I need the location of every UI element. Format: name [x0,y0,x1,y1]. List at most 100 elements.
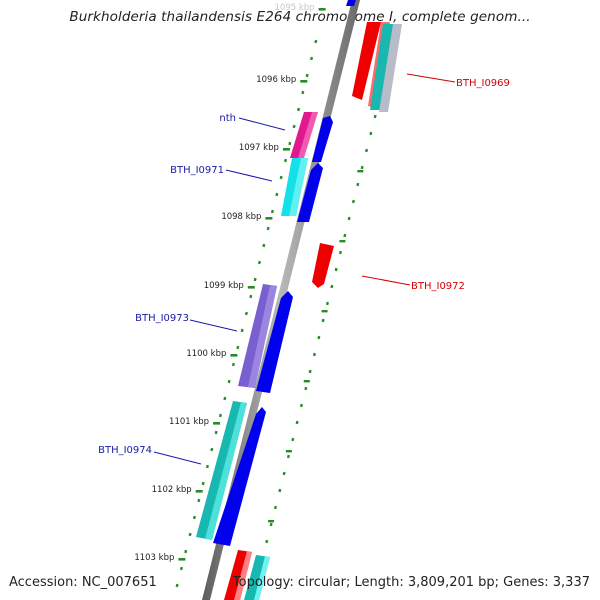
gene-bth-i0973-shade [248,285,277,388]
kbp-tick [300,80,308,83]
ruler-dot-outer [365,148,369,153]
ruler-dot [314,39,318,44]
ruler-dot [227,379,231,384]
cds-forward-bth-i0974 [213,407,266,546]
ruler-dot-outer [295,420,299,425]
ruler-dot [249,294,253,299]
ruler-dot [197,498,201,503]
kbp-scale-label: 1096 kbp [256,75,296,85]
genome-summary: Topology: circular; Length: 3,809,201 bp… [232,575,590,590]
kbp-scale-label: 1103 kbp [134,553,174,563]
ruler-dot-outer [291,437,295,442]
gene-label-leader [153,451,202,465]
gene-label: BTH_I0974 [98,445,152,456]
ruler-dot-outer [325,301,329,306]
kbp-tick [178,558,186,561]
ruler-dot-outer [373,114,377,119]
ruler-dot-outer [351,199,355,204]
ruler-dot-outer [369,131,373,136]
ruler-dot-outer [269,522,273,527]
gene-bth-i0971-shade [289,158,308,216]
cds-forward-nth [312,116,333,162]
ruler-dot-outer [304,386,308,391]
kbp-scale-label: 1100 kbp [186,349,226,359]
ruler-dot [297,107,301,112]
gene-gray-bth-i0969 [379,24,402,112]
ruler-dot-outer [273,505,277,510]
ruler-dot-outer [334,267,338,272]
ruler-dot [179,566,183,571]
kbp-scale-label: 1095 kbp [275,3,315,13]
ruler-dash-outer [357,170,364,173]
cds-forward-bth-i0971 [297,163,323,222]
ruler-dot-outer [317,335,321,340]
kbp-tick [265,217,273,220]
gene-label: BTH_I0969 [456,78,510,89]
cds-forward-bth-i0973 [256,291,293,393]
ruler-dot [188,532,192,537]
map-title: Burkholderia thailandensis E264 chromoso… [69,9,531,25]
kbp-scale-label: 1098 kbp [221,212,261,222]
ruler-dot [279,175,283,180]
ruler-dot [244,311,248,316]
kbp-scale-label: 1097 kbp [239,143,279,153]
ruler-dot-outer [321,318,325,323]
ruler-dot-outer [299,403,303,408]
ruler-dot [284,158,288,163]
ruler-dot-outer [282,471,286,476]
gene-label: BTH_I0973 [135,313,189,324]
ruler-dot [270,209,274,214]
ruler-dash-outer [321,310,328,313]
gene-label: BTH_I0971 [170,165,224,176]
cds-reverse-bth-i0969 [352,22,381,100]
kbp-tick [230,354,238,357]
ruler-dot-outer [347,216,351,221]
gene-label-leader [189,319,238,332]
ruler-dot [292,124,296,129]
ruler-dot [184,549,188,554]
ruler-dash-outer [285,450,292,453]
ruler-dot-outer [338,250,342,255]
ruler-dot [192,515,196,520]
ruler-dot [310,56,314,61]
feature-labels: 1095 kbp 1096 kbp 1097 kbp 1098 kbp 1099 kbp… [98,3,510,563]
ruler-dot [257,260,261,265]
ruler-dot [266,226,270,231]
ruler-dot [305,73,309,78]
ruler-dot [210,447,214,452]
ruler-dot [205,464,209,469]
kbp-tick [282,148,290,151]
cds-reverse-bth-i0972 [312,243,334,288]
ruler-dot [262,243,266,248]
ruler-dot [231,362,235,367]
ruler-dot-outer [343,233,347,238]
kbp-scale-label: 1102 kbp [152,485,192,495]
gene-nth-shade [298,112,318,158]
accession-label: Accession: NC_007651 [9,575,157,590]
ruler-dot [214,430,218,435]
ruler-dot-outer [360,165,364,170]
ruler-dot [253,277,257,282]
cds-forward-top [346,0,356,6]
ruler-dot-outer [278,488,282,493]
gene-label-leader [225,169,273,182]
ruler-dot [301,90,305,95]
ruler-dot [275,192,279,197]
kbp-tick [195,490,203,493]
gene-features [196,0,402,600]
gene-bth-i0974-shade [205,402,247,540]
ruler-dot [223,396,227,401]
ruler-dot [236,345,240,350]
ruler-dash-outer [303,380,310,383]
ruler-dash-outer [339,240,346,243]
gene-teal-bottom-shade [254,556,270,600]
ruler-dot [218,413,222,418]
kbp-scale-label: 1099 kbp [204,281,244,291]
gene-label-leader [238,117,286,131]
kbp-scale-label: 1101 kbp [169,417,209,427]
ruler-dot-outer [265,539,269,544]
cds-reverse-bottom-shade [234,551,252,600]
gene-label: nth [219,113,236,124]
